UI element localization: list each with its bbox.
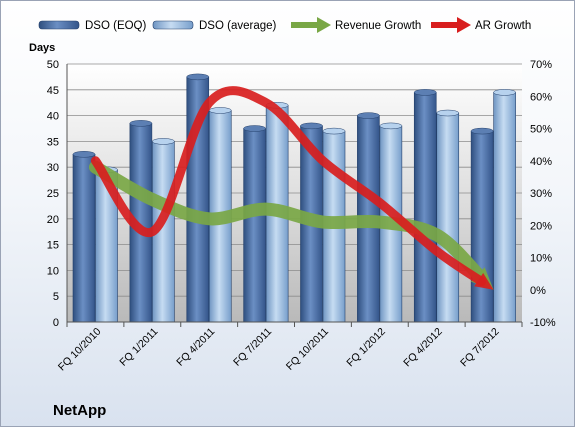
y-axis-title: Days bbox=[29, 42, 55, 54]
bar-cap bbox=[493, 89, 516, 96]
bar-dso-eoq bbox=[243, 128, 266, 323]
x-tick-label: FQ 10/2011 bbox=[284, 326, 331, 373]
y-left-tick-label: 5 bbox=[53, 291, 59, 303]
revenue-growth-arrow-line bbox=[88, 160, 488, 285]
bar-dso-average bbox=[436, 112, 460, 323]
bar-cap bbox=[322, 127, 346, 135]
x-tick-label: FQ 7/2011 bbox=[231, 326, 274, 369]
bar-dso-eoq bbox=[413, 92, 437, 323]
legend-swatch-head-ar-growth bbox=[457, 17, 471, 33]
y-right-tick-label: -10% bbox=[530, 317, 556, 329]
x-tick-label: FQ 7/2012 bbox=[458, 326, 502, 370]
legend-label-dso-eoq: DSO (EOQ) bbox=[85, 20, 147, 32]
y-left-tick-label: 0 bbox=[53, 317, 59, 329]
legend-swatch-head-revenue-growth bbox=[317, 17, 331, 33]
y-right-tick-label: 0% bbox=[530, 285, 546, 297]
y-left-tick-label: 15 bbox=[47, 240, 59, 252]
y-right-tick-label: 70% bbox=[530, 59, 552, 71]
bar-cap bbox=[436, 109, 459, 117]
x-tick-label: FQ 1/2012 bbox=[344, 326, 388, 370]
y-left-tick-label: 25 bbox=[47, 188, 59, 200]
bar-cap bbox=[186, 73, 209, 81]
bar-cap bbox=[243, 125, 266, 132]
y-left-tick-label: 45 bbox=[47, 85, 59, 97]
bar-cap bbox=[129, 120, 153, 127]
bar-dso-eoq bbox=[470, 130, 494, 323]
bar-dso-eoq bbox=[72, 154, 96, 323]
bar-cap bbox=[209, 107, 232, 114]
y-right-tick-label: 40% bbox=[530, 156, 552, 168]
legend: DSO (EOQ) DSO (average) Revenue Growth AR G… bbox=[38, 17, 531, 33]
x-tick-label: FQ 10/2010 bbox=[56, 326, 104, 374]
y-left-tick-label: 20 bbox=[47, 214, 59, 226]
y-left-tick-label: 50 bbox=[47, 59, 59, 71]
x-tick-label: FQ 4/2012 bbox=[401, 326, 445, 370]
y-right-tick-label: 10% bbox=[530, 253, 552, 265]
x-tick-label: FQ 1/2011 bbox=[117, 326, 160, 369]
y-left-tick-label: 10 bbox=[47, 265, 59, 277]
legend-label-revenue-growth: Revenue Growth bbox=[335, 20, 421, 32]
y-left-tick-label: 35 bbox=[47, 136, 59, 148]
bar-cap bbox=[300, 122, 323, 130]
ar-growth-arrow-head bbox=[474, 273, 494, 290]
x-tick-label: FQ 4/2011 bbox=[174, 326, 217, 369]
bar-cap bbox=[357, 112, 380, 119]
bar-cap bbox=[379, 122, 403, 130]
ar-growth-arrow-line bbox=[90, 86, 487, 287]
bar-dso-average bbox=[493, 92, 516, 323]
y-right-tick-label: 30% bbox=[530, 188, 552, 200]
bar-cap bbox=[470, 127, 494, 135]
trend-arrows bbox=[88, 86, 494, 290]
y-left-tick-label: 40 bbox=[47, 111, 59, 123]
bar-cap bbox=[72, 151, 96, 158]
legend-swatch-dso-eoq bbox=[38, 20, 80, 30]
legend-swatch-dso-average bbox=[152, 20, 194, 30]
y-right-tick-label: 50% bbox=[530, 124, 552, 136]
bar-cap bbox=[414, 89, 437, 96]
legend-label-ar-growth: AR Growth bbox=[475, 20, 531, 32]
brand-label: NetApp bbox=[53, 402, 106, 419]
y-left-tick-label: 30 bbox=[47, 162, 59, 174]
bar-cap bbox=[152, 138, 175, 145]
y-right-tick-label: 20% bbox=[530, 220, 552, 232]
legend-label-dso-average: DSO (average) bbox=[199, 20, 277, 32]
y-right-tick-label: 60% bbox=[530, 91, 552, 103]
